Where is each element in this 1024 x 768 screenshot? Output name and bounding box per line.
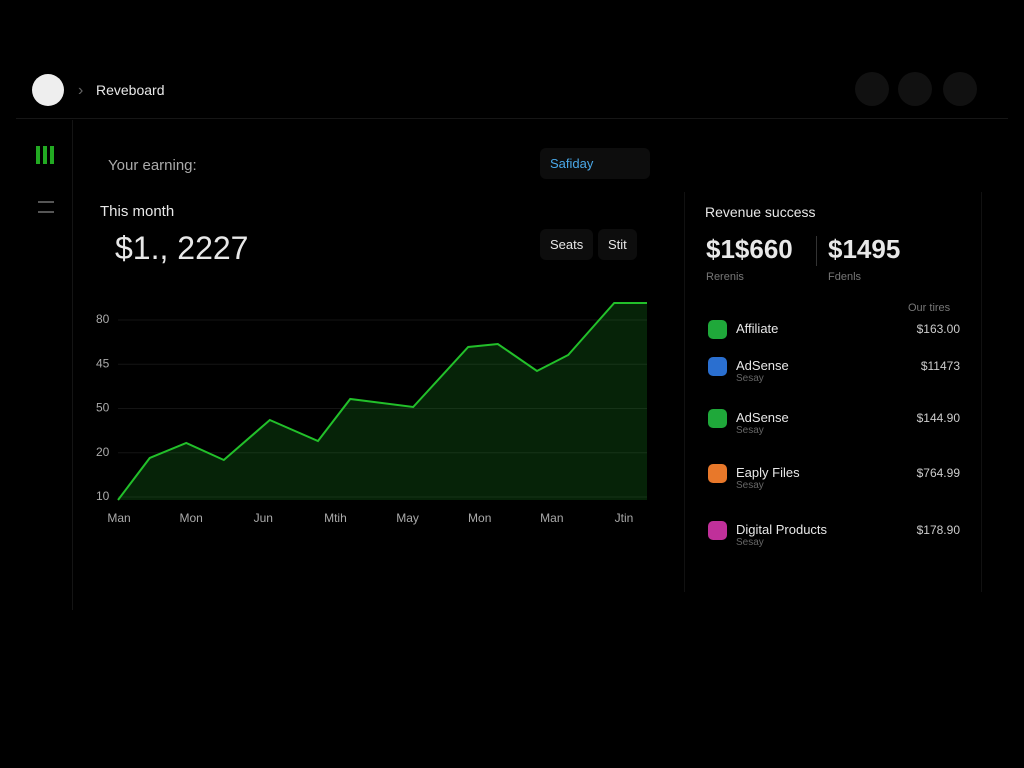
revenue-title: Revenue success [705,204,816,220]
x-label: Jun [254,511,273,525]
stat-divider [816,236,817,266]
chevron: › [78,82,84,99]
item-amount: $144.90 [916,411,960,425]
grid-icon[interactable] [36,146,54,164]
logo[interactable] [32,74,64,106]
user-button[interactable] [943,72,977,106]
item-icon [708,521,727,540]
item-name: Eaply Files [736,465,800,480]
stat-value: $1$660 [706,234,793,264]
button[interactable]: Seats [540,229,594,260]
item-icon [708,357,727,376]
item-icon [708,320,727,339]
media-button[interactable] [898,72,932,106]
period: This month [100,203,175,220]
divider [16,118,1008,119]
chart: 80 45 50 20 10 Man Mon Jun Mtih May Mon Man Jtin [96,302,647,525]
item-amount: $178.90 [916,523,960,537]
x-label: May [396,511,419,525]
y-label: 45 [96,356,110,370]
item-name: Digital Products [736,522,828,537]
button[interactable]: Stit [598,229,637,260]
item-amount: $764.99 [916,466,960,480]
revenue-panel [684,192,982,592]
sidebar-border [72,120,73,610]
stat-label: Fdenls [828,271,862,283]
menu-icon[interactable] [38,201,54,213]
x-label: Man [540,511,563,525]
item-sub: Sesay [736,480,764,491]
line [117,302,647,501]
brand: Reveboard [96,82,165,98]
item-name: Affiliate [736,321,779,336]
y-label: 80 [96,312,110,326]
total: $1., 2227 [115,230,249,266]
range-dropdown[interactable]: Safiday [540,148,650,179]
y-label: 10 [96,489,110,503]
area [118,303,647,500]
y-label: 20 [96,445,110,459]
search-button[interactable] [855,72,889,106]
x-label: Man [107,511,130,525]
stat-value: $1495 [828,234,901,264]
item-sub: Sesay [736,373,764,384]
item-name: AdSense [736,410,789,425]
x-label: Mon [179,511,202,525]
item-name: AdSense [736,358,789,373]
item-icon [708,464,727,483]
y-label: 50 [96,401,110,415]
item-amount: $11473 [920,359,960,373]
item-sub: Sesay [736,425,764,436]
item-amount: $163.00 [916,322,960,336]
x-label: Jtin [615,511,634,525]
item-sub: Sesay [736,537,764,548]
stat-label: Rerenis [706,271,744,283]
x-label: Mon [468,511,491,525]
column-header: Our tires [908,302,951,314]
item-icon [708,409,727,428]
earnings-title: Your earning: [108,157,197,174]
x-label: Mtih [324,511,347,525]
